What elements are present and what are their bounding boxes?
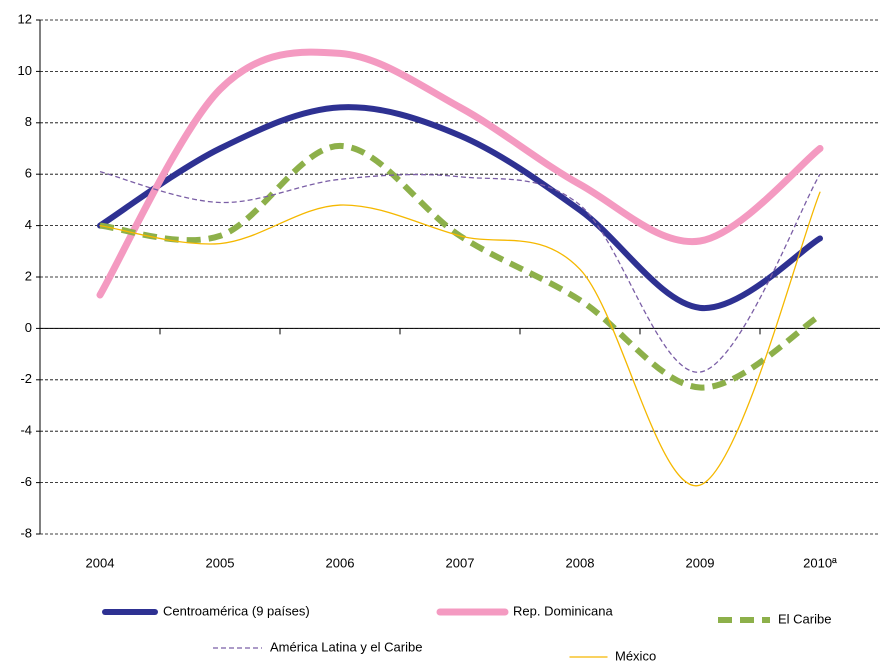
y-tick-label: 12 bbox=[18, 11, 32, 26]
series-line bbox=[99, 191, 821, 487]
legend-label: El Caribe bbox=[778, 611, 831, 626]
legend-label: Centroamérica (9 países) bbox=[163, 603, 310, 618]
y-tick-label: 4 bbox=[25, 217, 32, 232]
series-line bbox=[99, 171, 821, 373]
x-tick-label: 2005 bbox=[206, 555, 235, 570]
x-tick-label: 2006 bbox=[326, 555, 355, 570]
y-tick-label: -6 bbox=[20, 474, 32, 489]
x-tick-label: 2008 bbox=[566, 555, 595, 570]
series-line bbox=[99, 142, 822, 391]
y-tick-label: -8 bbox=[20, 525, 32, 540]
y-tick-label: -2 bbox=[20, 371, 32, 386]
x-tick-label: 2009 bbox=[686, 555, 715, 570]
y-tick-label: 2 bbox=[25, 268, 32, 283]
series-line bbox=[96, 48, 824, 299]
legend-label: América Latina y el Caribe bbox=[270, 639, 422, 654]
y-tick-label: 10 bbox=[18, 63, 32, 78]
y-tick-label: 8 bbox=[25, 114, 32, 129]
legend-label: México bbox=[615, 648, 656, 661]
x-tick-label: 2004 bbox=[86, 555, 115, 570]
y-tick-label: 0 bbox=[25, 320, 32, 335]
x-tick-label: 2010ª bbox=[803, 555, 837, 570]
y-tick-label: 6 bbox=[25, 166, 32, 181]
y-tick-label: -4 bbox=[20, 423, 32, 438]
legend-label: Rep. Dominicana bbox=[513, 603, 613, 618]
x-tick-label: 2007 bbox=[446, 555, 475, 570]
series-line bbox=[97, 104, 823, 311]
